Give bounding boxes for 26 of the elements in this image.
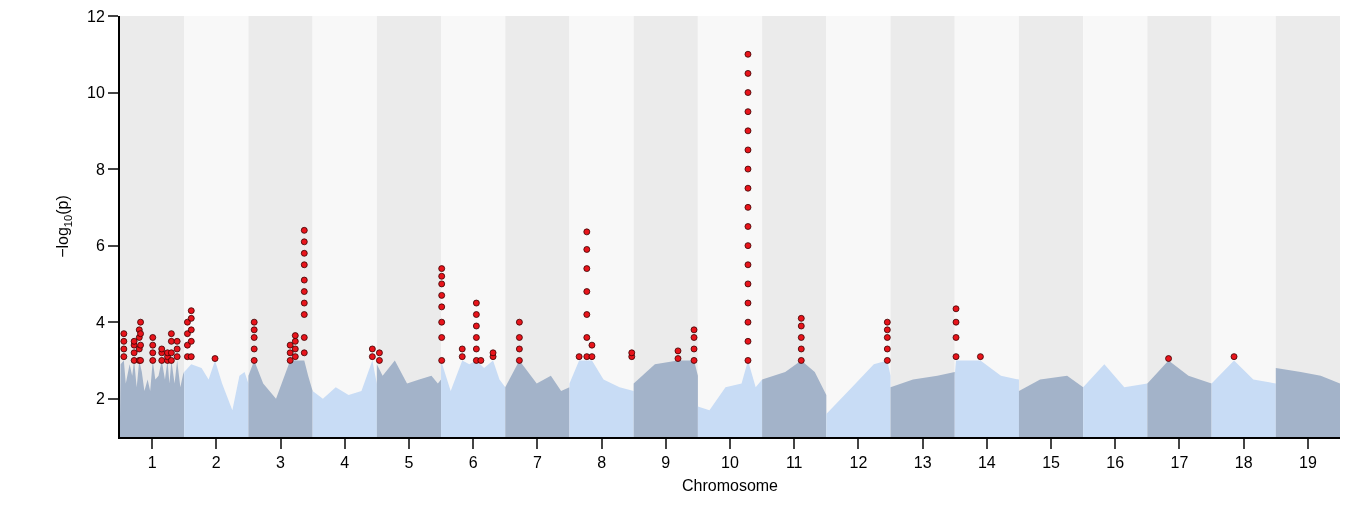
x-tick-label: 10 [721,454,739,472]
x-tick-label: 1 [147,454,157,472]
x-tick-label: 18 [1234,454,1253,472]
x-tick-label: 15 [1042,454,1061,472]
y-tick-label: 8 [95,160,105,178]
x-tick-label: 7 [532,454,542,472]
y-tick-label: 10 [87,84,105,102]
y-tick-label: 6 [95,237,105,255]
x-tick-label: 2 [211,454,221,472]
x-tick-label: 4 [340,454,350,472]
x-tick-label: 11 [785,454,803,472]
y-tick-label: 4 [95,313,105,331]
x-tick-label: 17 [1170,454,1189,472]
x-tick-label: 16 [1106,454,1125,472]
x-tick-label: 3 [276,454,286,472]
x-tick-label: 8 [597,454,607,472]
y-tick-label: 12 [87,7,105,25]
x-tick-label: 19 [1298,454,1317,472]
x-tick-label: 14 [977,454,996,472]
x-tick-label: 13 [913,454,932,472]
y-tick-label: 2 [95,390,105,408]
x-tick-label: 12 [849,454,868,472]
x-tick-label: 5 [404,454,414,472]
x-axis-title: Chromosome [681,477,779,495]
x-tick-label: 6 [468,454,478,472]
x-tick-label: 9 [661,454,671,472]
